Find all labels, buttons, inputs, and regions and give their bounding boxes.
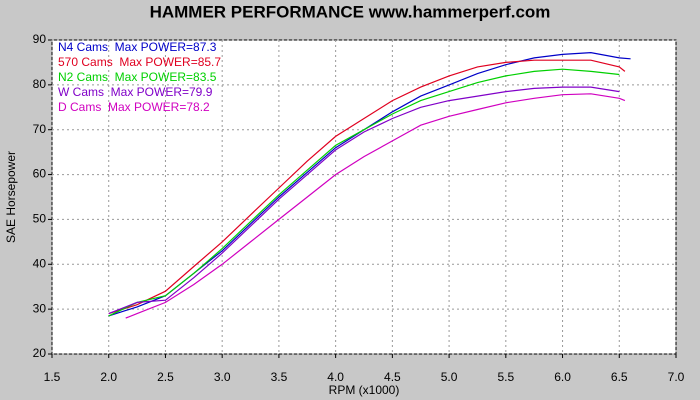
x-axis-label: RPM (x1000)	[329, 383, 400, 397]
y-tick-label: 50	[33, 212, 47, 226]
x-tick-label: 5.5	[497, 370, 514, 384]
series-line	[108, 59, 626, 315]
x-tick-label: 6.5	[611, 370, 628, 384]
x-tick-label: 4.5	[384, 370, 401, 384]
legend-entry: D Cams Max POWER=78.2	[58, 100, 210, 114]
legend-entry: N2 Cams Max POWER=83.5	[58, 70, 217, 84]
x-tick-label: 1.5	[44, 370, 61, 384]
series-line	[108, 86, 620, 315]
x-tick-label: 6.0	[554, 370, 571, 384]
y-tick-label: 60	[33, 167, 47, 181]
y-tick-label: 30	[33, 301, 47, 315]
x-tick-label: 5.0	[441, 370, 458, 384]
x-tick-label: 3.0	[214, 370, 231, 384]
x-tick-label: 3.5	[271, 370, 288, 384]
y-tick-label: 70	[33, 122, 47, 136]
plot-area	[51, 39, 677, 355]
y-tick-label: 90	[33, 32, 47, 46]
legend-entry: N4 Cams Max POWER=87.3	[58, 40, 217, 54]
legend-entry: 570 Cams Max POWER=85.7	[58, 55, 221, 69]
series-line	[125, 93, 626, 319]
y-axis-label: SAE Horsepower	[4, 151, 18, 243]
chart-title: HAMMER PERFORMANCE www.hammerperf.com	[150, 2, 551, 21]
y-tick-label: 80	[33, 77, 47, 91]
legend-entry: W Cams Max POWER=79.9	[58, 85, 213, 99]
x-tick-label: 4.0	[327, 370, 344, 384]
y-tick-label: 20	[33, 346, 47, 360]
x-tick-label: 2.5	[157, 370, 174, 384]
x-tick-label: 2.0	[100, 370, 117, 384]
x-tick-label: 7.0	[668, 370, 685, 384]
y-tick-label: 40	[33, 256, 47, 270]
series-line	[108, 68, 620, 317]
